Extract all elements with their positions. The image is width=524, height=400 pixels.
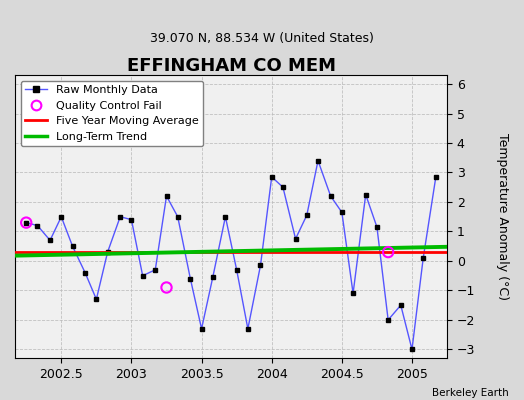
Y-axis label: Temperature Anomaly (°C): Temperature Anomaly (°C) xyxy=(496,133,509,300)
Point xyxy=(384,249,392,255)
Text: Berkeley Earth: Berkeley Earth xyxy=(432,388,508,398)
Point xyxy=(162,284,171,291)
Legend: Raw Monthly Data, Quality Control Fail, Five Year Moving Average, Long-Term Tren: Raw Monthly Data, Quality Control Fail, … xyxy=(20,81,203,146)
Title: EFFINGHAM CO MEM: EFFINGHAM CO MEM xyxy=(126,57,335,75)
Point xyxy=(22,220,30,226)
Text: 39.070 N, 88.534 W (United States): 39.070 N, 88.534 W (United States) xyxy=(150,32,374,45)
